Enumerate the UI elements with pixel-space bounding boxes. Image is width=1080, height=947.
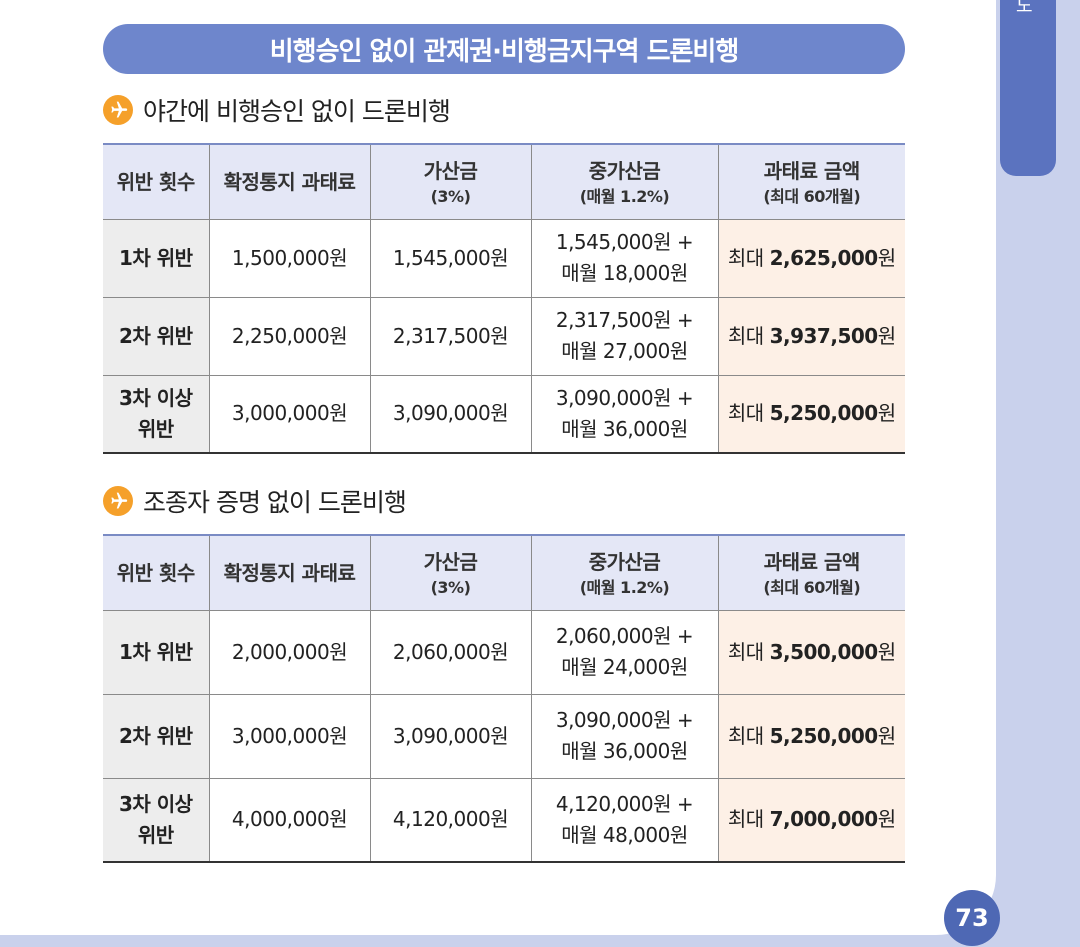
violation-count-cell: 3차 이상 위반 (103, 777, 210, 863)
heavy-surcharge-cell: 2,317,500원 + 매월 27,000원 (530, 296, 719, 376)
table-row: 2차 위반 3,000,000원 3,090,000원 3,090,000원 +… (103, 693, 905, 779)
violation-count-cell: 1차 위반 (103, 609, 210, 695)
section-title: 야간에 비행승인 없이 드론비행 (103, 93, 451, 127)
banner-title: 비행승인 없이 관제권·비행금지구역 드론비행 (103, 24, 905, 74)
max-fine-cell: 최대 5,250,000원 (717, 374, 905, 454)
fine-table-no-pilot-certificate: 위반 횟수 확정통지 과태료 가산금 (3%) 중가산금 (매월 1.2%) 과태료… (103, 534, 905, 863)
max-fine-cell: 최대 3,937,500원 (717, 296, 905, 376)
heavy-surcharge-cell: 4,120,000원 + 매월 48,000원 (530, 777, 719, 863)
header-violation-count: 위반 횟수 (103, 143, 210, 220)
confirmed-fine-cell: 3,000,000원 (208, 693, 371, 779)
section-title: 조종자 증명 없이 드론비행 (103, 484, 407, 518)
surcharge-cell: 1,545,000원 (369, 218, 532, 298)
violation-count-cell: 1차 위반 (103, 218, 210, 298)
heavy-surcharge-cell: 2,060,000원 + 매월 24,000원 (530, 609, 719, 695)
chapter-side-tab-label: 노 (1016, 0, 1033, 17)
section-title-text: 야간에 비행승인 없이 드론비행 (143, 97, 451, 126)
table-row: 3차 이상 위반 4,000,000원 4,120,000원 4,120,000원… (103, 777, 905, 863)
violation-count-cell: 2차 위반 (103, 296, 210, 376)
max-fine-cell: 최대 3,500,000원 (717, 609, 905, 695)
surcharge-cell: 4,120,000원 (369, 777, 532, 863)
header-violation-count: 위반 횟수 (103, 534, 210, 611)
heavy-surcharge-cell: 3,090,000원 + 매월 36,000원 (530, 374, 719, 454)
section-title-text: 조종자 증명 없이 드론비행 (143, 488, 407, 517)
surcharge-cell: 3,090,000원 (369, 693, 532, 779)
header-confirmed-fine: 확정통지 과태료 (208, 534, 371, 611)
table-row: 3차 이상 위반 3,000,000원 3,090,000원 3,090,000원… (103, 374, 905, 454)
surcharge-cell: 2,060,000원 (369, 609, 532, 695)
table-header-row: 위반 횟수 확정통지 과태료 가산금 (3%) 중가산금 (매월 1.2%) 과태료… (103, 534, 905, 611)
confirmed-fine-cell: 2,000,000원 (208, 609, 371, 695)
header-surcharge: 가산금 (3%) (369, 143, 532, 220)
surcharge-cell: 3,090,000원 (369, 374, 532, 454)
confirmed-fine-cell: 2,250,000원 (208, 296, 371, 376)
confirmed-fine-cell: 1,500,000원 (208, 218, 371, 298)
header-heavy-surcharge: 중가산금 (매월 1.2%) (530, 143, 719, 220)
max-fine-cell: 최대 7,000,000원 (717, 777, 905, 863)
violation-count-cell: 2차 위반 (103, 693, 210, 779)
chapter-side-tab[interactable] (1000, 0, 1056, 176)
header-surcharge: 가산금 (3%) (369, 534, 532, 611)
table-header-row: 위반 횟수 확정통지 과태료 가산금 (3%) 중가산금 (매월 1.2%) 과태료… (103, 143, 905, 220)
surcharge-cell: 2,317,500원 (369, 296, 532, 376)
max-fine-cell: 최대 5,250,000원 (717, 693, 905, 779)
header-confirmed-fine: 확정통지 과태료 (208, 143, 371, 220)
heavy-surcharge-cell: 1,545,000원 + 매월 18,000원 (530, 218, 719, 298)
confirmed-fine-cell: 4,000,000원 (208, 777, 371, 863)
airplane-icon (103, 486, 133, 516)
table-row: 2차 위반 2,250,000원 2,317,500원 2,317,500원 +… (103, 296, 905, 376)
header-fine-amount: 과태료 금액 (최대 60개월) (717, 534, 905, 611)
page-number-badge: 73 (944, 890, 1000, 946)
table-row: 1차 위반 2,000,000원 2,060,000원 2,060,000원 +… (103, 609, 905, 695)
max-fine-cell: 최대 2,625,000원 (717, 218, 905, 298)
confirmed-fine-cell: 3,000,000원 (208, 374, 371, 454)
table-row: 1차 위반 1,500,000원 1,545,000원 1,545,000원 +… (103, 218, 905, 298)
fine-table-night-flight: 위반 횟수 확정통지 과태료 가산금 (3%) 중가산금 (매월 1.2%) 과태료… (103, 143, 905, 454)
header-fine-amount: 과태료 금액 (최대 60개월) (717, 143, 905, 220)
header-heavy-surcharge: 중가산금 (매월 1.2%) (530, 534, 719, 611)
heavy-surcharge-cell: 3,090,000원 + 매월 36,000원 (530, 693, 719, 779)
violation-count-cell: 3차 이상 위반 (103, 374, 210, 454)
airplane-icon (103, 95, 133, 125)
